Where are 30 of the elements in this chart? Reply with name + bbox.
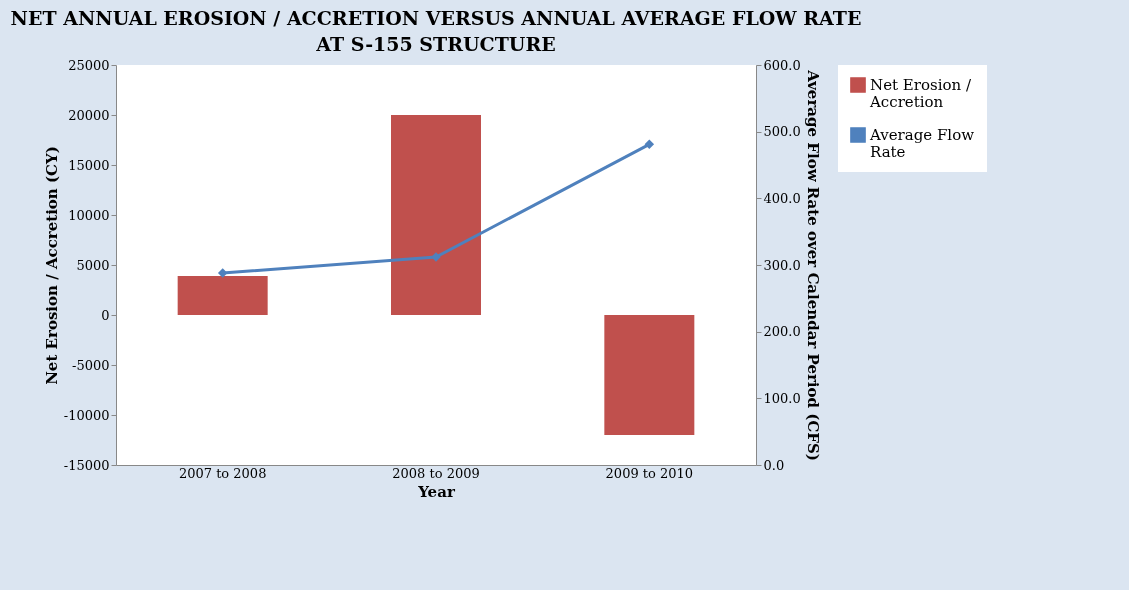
y-tick-label: 0 (101, 307, 110, 323)
bar (177, 276, 268, 315)
chart-title: NET ANNUAL EROSION / ACCRETION VERSUS ANNUAL AVERAGE FLOW RATE AT S-155 STRUCTURE (10, 7, 862, 55)
y2-tick-label: 400.0 (763, 190, 801, 206)
y2-tick-label: 500.0 (763, 124, 801, 140)
y-tick-label: -10000 (63, 407, 110, 423)
y-tick-label: -5000 (72, 357, 110, 373)
y2-tick-label: 300.0 (763, 257, 801, 273)
bar (604, 315, 695, 435)
legend-label: Net Erosion / Accretion (869, 76, 972, 111)
y-tick-label: 20000 (68, 107, 110, 123)
y-axis-title: Net Erosion / Accretion (CY) (42, 146, 61, 385)
y-tick-label: 15000 (68, 157, 110, 173)
y2-axis-title: Average Flow Rate over Calendar Period (CFS) (803, 69, 822, 461)
y-tick-label: 10000 (68, 207, 110, 223)
point (217, 268, 228, 278)
x-tick-label: 2009 to 2010 (605, 465, 694, 481)
x-tick-label: 2007 to 2008 (178, 465, 267, 481)
y-tick-label: 5000 (76, 257, 110, 273)
bar (391, 115, 481, 315)
y2-tick-label: 0.0 (763, 457, 785, 473)
point (644, 139, 655, 150)
y-tick-label: -15000 (63, 457, 110, 473)
y2-tick-label: 200.0 (763, 324, 801, 340)
x-tick-label: 2008 to 2009 (392, 465, 480, 481)
x-axis-title: Year (417, 482, 456, 501)
legend-label: Average Flow Rate (869, 126, 975, 161)
y2-tick-label: 600.0 (763, 57, 801, 73)
y2-tick-label: 100.0 (763, 390, 801, 406)
y-tick-label: 25000 (68, 57, 110, 73)
